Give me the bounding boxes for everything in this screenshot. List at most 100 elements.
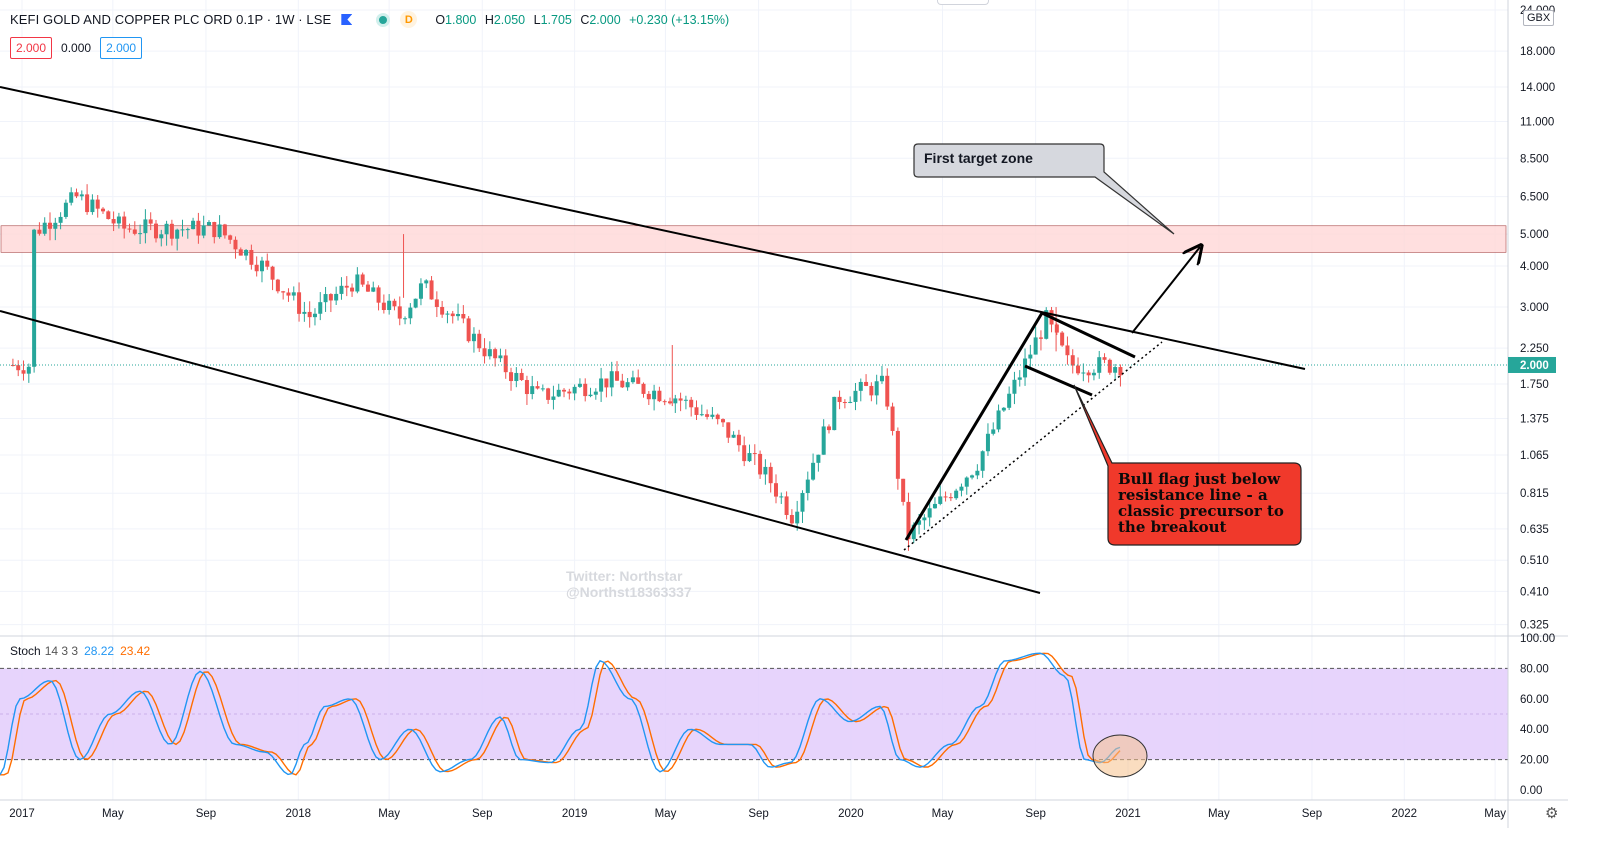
candle-body xyxy=(180,229,185,231)
value-box-red[interactable]: 2.000 xyxy=(10,37,53,59)
candle-body xyxy=(16,365,21,371)
candle-body xyxy=(1060,332,1065,346)
ohlc-o-label: O xyxy=(435,12,446,27)
candle-body xyxy=(768,466,773,484)
candle-body xyxy=(344,285,349,288)
candle-body xyxy=(519,372,524,381)
candle-body xyxy=(731,434,736,438)
candle-body xyxy=(985,433,990,452)
breakout-arrow xyxy=(1131,247,1200,334)
candle-body xyxy=(270,266,275,280)
candle-body xyxy=(805,479,810,493)
price-tick-label: 1.065 xyxy=(1520,450,1549,462)
candle-body xyxy=(206,222,211,226)
ohlc-values: O1.800 H2.050 L1.705 C2.000 +0.230 (+13.… xyxy=(435,13,734,27)
price-tick-label: 0.410 xyxy=(1520,586,1549,598)
candle-body xyxy=(641,383,646,394)
candle-body xyxy=(116,216,121,224)
candle-body xyxy=(588,394,593,397)
symbol-title[interactable]: KEFI GOLD AND COPPER PLC ORD 0.1P · 1W ·… xyxy=(10,12,332,27)
flag-icon[interactable] xyxy=(341,14,353,25)
candle-body xyxy=(63,202,68,217)
candle-body xyxy=(175,229,180,239)
candle-body xyxy=(381,302,386,311)
candle-body xyxy=(673,398,678,404)
candle-body xyxy=(244,249,249,256)
candle-body xyxy=(604,378,609,388)
candle-body xyxy=(456,313,461,317)
ohlc-c-label: C xyxy=(580,12,590,27)
candle-body xyxy=(927,508,932,518)
candle-body xyxy=(461,313,466,319)
candle-body xyxy=(1001,407,1006,411)
ohlc-high: 2.050 xyxy=(493,12,526,27)
candle-body xyxy=(864,381,869,386)
stoch-tick-label: 60.00 xyxy=(1520,694,1549,706)
time-tick-label: Sep xyxy=(196,808,216,820)
candle-body xyxy=(482,348,487,357)
candle-body xyxy=(1097,357,1102,373)
candle-body xyxy=(1086,372,1091,376)
price-tick-label: 0.635 xyxy=(1520,524,1549,536)
value-plain: 0.000 xyxy=(61,41,92,55)
price-tick-label: 0.510 xyxy=(1520,555,1549,567)
candle-body xyxy=(498,355,503,359)
candle-body xyxy=(562,389,567,392)
flag-callout-line: resistance line - a xyxy=(1118,486,1268,504)
candle-body xyxy=(779,496,784,498)
interval-badge: D xyxy=(400,11,418,28)
candle-body xyxy=(848,401,853,403)
toolbar-handle[interactable] xyxy=(937,0,989,5)
candle-body xyxy=(371,287,376,292)
candle-body xyxy=(710,414,715,417)
price-chart[interactable]: 24.00018.00014.00011.0008.5006.5005.0004… xyxy=(0,0,1568,828)
candle-body xyxy=(800,492,805,512)
candle-body xyxy=(514,372,519,382)
candle-body xyxy=(1076,365,1081,374)
stoch-tick-label: 20.00 xyxy=(1520,755,1549,767)
candle-body xyxy=(403,318,408,320)
flagpole-line xyxy=(904,312,1044,541)
candle-body xyxy=(975,470,980,476)
price-tick-label: 14.000 xyxy=(1520,82,1555,94)
candle-body xyxy=(773,483,778,497)
ohlc-change: +0.230 (+13.15%) xyxy=(629,12,730,27)
candle-body xyxy=(434,299,439,307)
ohlc-close: 2.000 xyxy=(589,12,621,27)
status-pill[interactable]: D xyxy=(372,11,421,28)
candle-body xyxy=(1091,372,1096,376)
drawings-layer xyxy=(0,86,1508,594)
candle-body xyxy=(249,249,254,265)
support-dotted-line xyxy=(903,341,1163,551)
candle-body xyxy=(328,294,333,301)
candle-body xyxy=(111,219,116,224)
candle-body xyxy=(26,366,31,374)
candle-body xyxy=(890,406,895,431)
price-tick-label: 11.000 xyxy=(1520,116,1554,128)
candle-body xyxy=(736,434,741,446)
candle-body xyxy=(652,390,657,400)
candle-body xyxy=(85,194,90,213)
gear-icon[interactable]: ⚙ xyxy=(1545,805,1559,822)
time-tick-label: 2019 xyxy=(562,808,588,820)
stoch-title[interactable]: Stoch xyxy=(10,644,41,658)
candle-body xyxy=(954,490,959,499)
currency-badge[interactable]: GBX xyxy=(1523,10,1555,26)
price-tick-label: 4.000 xyxy=(1520,261,1549,273)
time-tick-label: May xyxy=(378,808,400,820)
candle-body xyxy=(1028,354,1033,359)
candle-body xyxy=(901,478,906,502)
candle-body xyxy=(758,453,763,475)
price-tick-label: 3.000 xyxy=(1520,302,1549,314)
candle-body xyxy=(705,414,710,417)
candle-body xyxy=(164,223,169,235)
candle-body xyxy=(726,422,731,438)
price-tick-label: 2.250 xyxy=(1520,343,1549,355)
candle-body xyxy=(556,389,561,397)
candle-body xyxy=(254,264,259,272)
candle-body xyxy=(858,381,863,391)
value-box-blue[interactable]: 2.000 xyxy=(100,37,143,59)
stoch-highlight-circle xyxy=(1092,734,1148,778)
candle-body xyxy=(228,235,233,240)
stoch-tick-label: 0.00 xyxy=(1520,785,1542,797)
